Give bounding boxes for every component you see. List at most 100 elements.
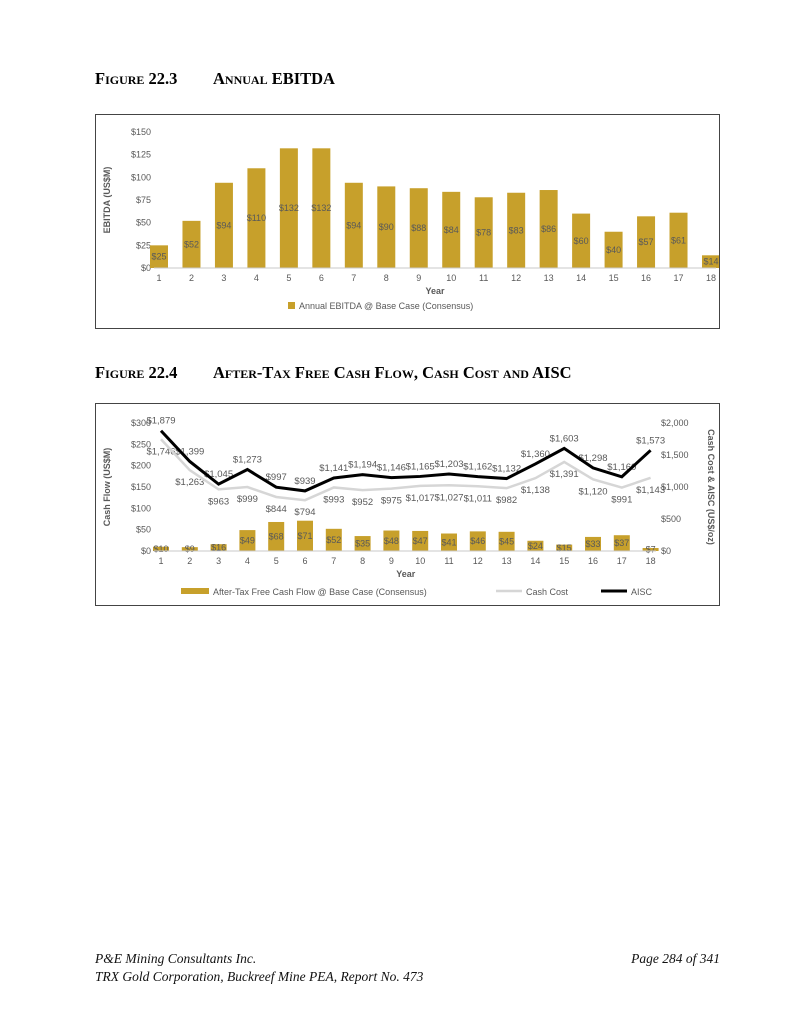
aisc-label: $1,162 — [463, 462, 492, 473]
x-tick-label: 9 — [389, 556, 394, 566]
x-tick-label: 5 — [274, 556, 279, 566]
fcf-bar — [383, 530, 400, 551]
ebitda-bar — [572, 213, 591, 268]
legend-swatch-ebitda — [288, 302, 295, 309]
x-tick-label: 16 — [588, 556, 598, 566]
figure-22-3-title: Annual EBITDA — [213, 69, 335, 88]
x-tick-label: 5 — [286, 273, 291, 283]
fcf-bar — [210, 544, 227, 551]
fcf-value-label: $7 — [646, 545, 656, 555]
x-tick-label: 14 — [530, 556, 540, 566]
fcf-bar — [469, 531, 486, 551]
cash-cost-line — [160, 438, 651, 502]
aisc-label: $1,573 — [636, 435, 665, 446]
fcf-value-label: $46 — [470, 536, 485, 546]
aisc-label: $1,141 — [319, 463, 348, 474]
left-tick-label: $100 — [131, 503, 151, 513]
y-tick-label: $75 — [136, 195, 151, 205]
left-tick-label: $0 — [141, 546, 151, 556]
x-axis-title: Year — [396, 569, 416, 579]
fcf-value-label: $33 — [585, 539, 600, 549]
cashflow-costs-chart: $0 $50 $100 $150 $200 $250 $300 $0 $500 $1,000 $1,… — [95, 403, 720, 606]
ebitda-bar — [377, 186, 396, 268]
cash-cost-label: $1,027 — [434, 492, 463, 503]
x-tick-label: 13 — [502, 556, 512, 566]
ebitda-bar — [312, 148, 331, 268]
bar-value-label: $40 — [606, 245, 621, 255]
x-tick-label: 8 — [360, 556, 365, 566]
right-tick-label: $2,000 — [661, 418, 689, 428]
bar-value-label: $25 — [151, 252, 166, 262]
x-tick-label: 18 — [706, 273, 716, 283]
cash-cost-label: $1,391 — [550, 469, 579, 480]
x-tick-label: 7 — [331, 556, 336, 566]
fcf-value-label: $10 — [153, 544, 168, 554]
x-tick-label: 17 — [617, 556, 627, 566]
fcf-value-label: $24 — [528, 541, 543, 551]
fcf-value-label: $9 — [185, 544, 195, 554]
aisc-label: $1,273 — [233, 455, 262, 466]
right-tick-label: $1,500 — [661, 450, 689, 460]
right-tick-label: $500 — [661, 514, 681, 524]
ebitda-bar — [150, 245, 168, 268]
ebitda-bar — [669, 212, 688, 268]
cash-cost-label: $1,138 — [521, 485, 550, 496]
y-tick-label: $100 — [131, 172, 151, 182]
fcf-value-label: $49 — [240, 536, 255, 546]
legend-label-cash-cost: Cash Cost — [526, 587, 569, 597]
aisc-label: $1,165 — [406, 461, 435, 472]
bar-value-label: $88 — [411, 223, 426, 233]
x-tick-label: 17 — [674, 273, 684, 283]
x-tick-label: 7 — [351, 273, 356, 283]
fcf-bar — [613, 535, 630, 551]
cash-cost-label: $952 — [352, 497, 373, 508]
aisc-label: $1,399 — [175, 446, 204, 457]
fcf-value-label: $52 — [326, 535, 341, 545]
fcf-bar — [325, 528, 342, 551]
aisc-label: $1,603 — [550, 433, 579, 444]
fcf-value-label: $41 — [441, 537, 456, 547]
fcf-bar — [642, 548, 659, 551]
cash-cost-label: $1,120 — [578, 486, 607, 497]
left-tick-label: $250 — [131, 439, 151, 449]
fcf-bar — [181, 547, 198, 551]
aisc-label: $1,146 — [377, 463, 406, 474]
left-tick-label: $200 — [131, 461, 151, 471]
y-tick-label: $125 — [131, 150, 151, 160]
ebitda-bar — [637, 216, 656, 268]
fcf-value-label: $48 — [384, 536, 399, 546]
ebitda-bar — [344, 182, 363, 268]
footer-report: TRX Gold Corporation, Buckreef Mine PEA,… — [95, 969, 424, 984]
fcf-bar — [412, 530, 429, 551]
cash-cost-label: $1,017 — [406, 493, 435, 504]
x-tick-label: 14 — [576, 273, 586, 283]
y-tick-label: $25 — [136, 240, 151, 250]
x-tick-label: 3 — [221, 273, 226, 283]
ebitda-bar — [701, 255, 719, 268]
aisc-label: $1,045 — [204, 469, 233, 480]
x-tick-label: 2 — [189, 273, 194, 283]
x-tick-label: 6 — [302, 556, 307, 566]
ebitda-bar — [182, 220, 201, 268]
left-tick-label: $300 — [131, 418, 151, 428]
x-tick-label: 18 — [646, 556, 656, 566]
right-tick-label: $1,000 — [661, 482, 689, 492]
figure-22-4-label: Figure 22.4 — [95, 363, 178, 382]
aisc-line — [159, 429, 652, 493]
bar-value-label: $61 — [671, 235, 686, 245]
legend-label-ebitda: Annual EBITDA @ Base Case (Consensus) — [299, 301, 473, 311]
ebitda-bar — [474, 197, 493, 268]
aisc-label: $1,879 — [146, 416, 175, 427]
fcf-bar — [441, 533, 457, 551]
cash-cost-label: $1,746 — [146, 446, 175, 457]
bar-value-label: $60 — [574, 236, 589, 246]
legend-label-fcf: After-Tax Free Cash Flow @ Base Case (Co… — [213, 587, 427, 597]
x-tick-label: 10 — [415, 556, 425, 566]
x-tick-label: 8 — [384, 273, 389, 283]
bar-value-label: $57 — [639, 237, 654, 247]
figure-22-4-heading: Figure 22.4 After-Tax Free Cash Flow, Ca… — [95, 363, 572, 383]
x-tick-label: 3 — [216, 556, 221, 566]
x-tick-label: 1 — [156, 273, 161, 283]
fcf-bar — [556, 544, 573, 551]
